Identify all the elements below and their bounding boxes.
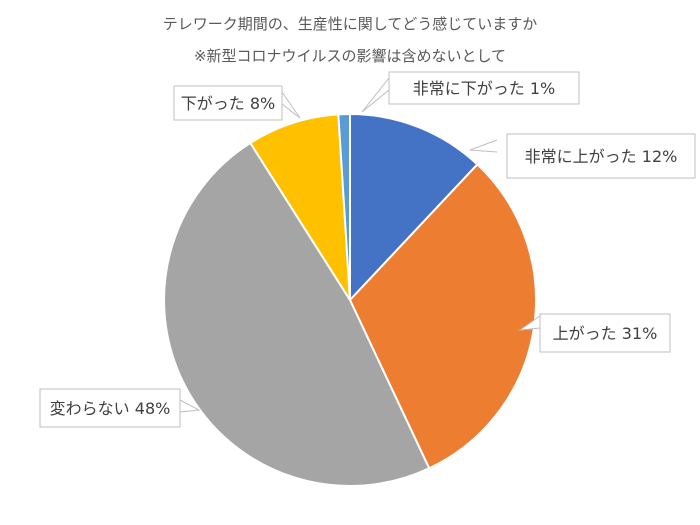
label-pointer-3 xyxy=(281,91,301,119)
slice-label-4: 非常に下がった 1% xyxy=(361,71,580,113)
pie-slice-3 xyxy=(248,113,351,301)
label-pointer-2 xyxy=(179,399,201,413)
pie-slice-4 xyxy=(337,112,351,301)
label-text-3: 下がった 8% xyxy=(181,94,275,113)
label-pointer-1 xyxy=(518,315,541,331)
label-box-0 xyxy=(506,133,696,179)
pie-slice-0 xyxy=(349,112,479,303)
label-text-4: 非常に下がった 1% xyxy=(413,79,555,98)
label-pointer-4 xyxy=(361,77,390,113)
label-text-2: 変わらない 48% xyxy=(50,399,171,418)
label-pointer-0 xyxy=(469,139,498,153)
slice-label-2: 変わらない 48% xyxy=(39,388,201,428)
label-text-1: 上がった 31% xyxy=(553,324,658,343)
label-box-1 xyxy=(539,313,671,353)
slice-label-3: 下がった 8% xyxy=(173,85,301,121)
label-text-0: 非常に上がった 12% xyxy=(525,147,678,166)
label-box-4 xyxy=(388,71,580,105)
chart-title: テレワーク期間の、生産性に関してどう感じていますか xyxy=(162,15,538,33)
chart-subtitle: ※新型コロナウイルスの影響は含めないとして xyxy=(193,47,507,65)
slice-label-1: 上がった 31% xyxy=(518,313,671,353)
label-box-2 xyxy=(39,388,181,428)
slice-label-0: 非常に上がった 12% xyxy=(469,133,696,179)
label-box-3 xyxy=(173,85,283,121)
pie-slice-2 xyxy=(163,141,431,487)
